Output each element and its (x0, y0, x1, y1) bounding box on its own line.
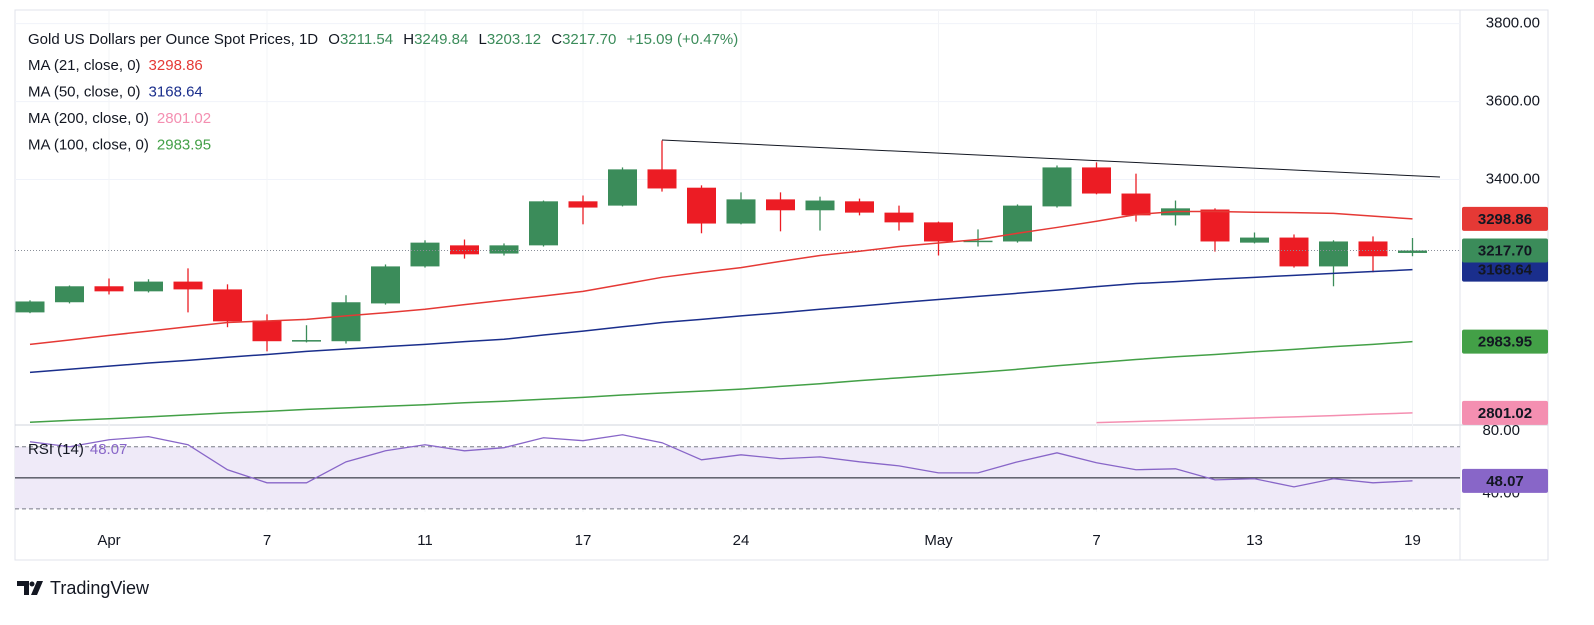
footer-brand: TradingView (50, 578, 150, 598)
ma-tag: 2801.02 (1478, 405, 1532, 422)
ma-line (1096, 412, 1413, 424)
chart-title: Gold US Dollars per Ounce Spot Prices, 1… (28, 31, 318, 48)
rsi-value: 48.07 (90, 441, 128, 458)
candle-body (292, 340, 321, 342)
candle-body (1279, 237, 1309, 267)
candle-body (1358, 241, 1388, 257)
close-value: 3217.70 (562, 31, 616, 48)
y-tick-label: 3400.00 (1486, 170, 1540, 187)
candle-body (884, 212, 914, 223)
candle-body (568, 201, 598, 208)
legend-value: 2983.95 (157, 136, 211, 153)
x-tick-label: 7 (1092, 532, 1100, 549)
ma-line (29, 268, 1413, 374)
ma-tag: 3168.64 (1478, 262, 1533, 279)
x-tick-label: Apr (97, 532, 120, 549)
rsi-name: RSI (14) (28, 441, 84, 458)
ma-tag-bg (1462, 206, 1548, 231)
candle-body (331, 302, 361, 342)
candle-body (529, 201, 558, 246)
high-value: 3249.84 (414, 31, 468, 48)
candle-body (647, 169, 677, 189)
legend-value: 3168.64 (149, 83, 203, 100)
candle-body (1398, 250, 1427, 253)
y-tick-label: 3800.00 (1486, 15, 1540, 32)
x-tick-label: 24 (733, 532, 750, 549)
logo-dot (29, 581, 35, 587)
legend-entry: MA (21, close, 0) 3298.86 (28, 57, 203, 74)
close-key: C (551, 31, 562, 48)
x-tick-label: 13 (1246, 532, 1263, 549)
rsi-line (29, 434, 1413, 488)
candle-body (1240, 237, 1269, 243)
low-value: 3203.12 (487, 31, 541, 48)
open-value: 3211.54 (340, 31, 393, 48)
candle-body (94, 286, 124, 292)
x-tick-label: 17 (575, 532, 592, 549)
candle-body (805, 200, 835, 211)
candle-body (963, 240, 993, 243)
candle-body (1319, 241, 1348, 267)
ma-tag-bg (1462, 329, 1548, 354)
ma-tag-bg (1462, 400, 1548, 425)
legend-value: 2801.02 (157, 110, 211, 127)
y-tick-label: 3600.00 (1486, 93, 1540, 110)
ma-tag-bg (1462, 257, 1548, 282)
candle-body (766, 199, 795, 211)
candle-body (173, 281, 203, 290)
price-tag: 3217.70 (1478, 243, 1532, 260)
high-key: H (403, 31, 414, 48)
price-tag-bg (1462, 238, 1548, 263)
candle-body (1121, 193, 1151, 216)
rsi-tag-bg (1462, 468, 1548, 493)
candle-body (134, 281, 163, 292)
ma-tag: 2983.95 (1478, 334, 1532, 351)
candle-body (608, 169, 637, 206)
rsi-tag: 48.07 (1486, 473, 1524, 490)
header: Gold US Dollars per Ounce Spot Prices, 1… (28, 31, 738, 48)
candle-body (687, 187, 716, 224)
low-key: L (479, 31, 487, 48)
candle-body (410, 242, 440, 267)
candle-body (1082, 167, 1111, 194)
candle-body (1042, 167, 1072, 207)
ma-line (29, 210, 1413, 346)
chart-frame (14, 9, 1549, 561)
logo-mark (17, 581, 43, 595)
candle-body (845, 201, 874, 213)
x-tick-label: 11 (417, 532, 433, 549)
legend-name: MA (21, close, 0) (28, 57, 141, 74)
legend-name: MA (50, close, 0) (28, 83, 141, 100)
x-tick-label: 19 (1404, 532, 1421, 549)
rsi-legend: RSI (14) 48.07 (28, 441, 127, 458)
candle-body (55, 286, 84, 303)
candle-body (726, 199, 756, 224)
change: +15.09 (+0.47%) (627, 31, 739, 48)
legend-name: MA (200, close, 0) (28, 110, 149, 127)
candle-body (371, 266, 400, 304)
candle-body (15, 301, 45, 313)
legend-entry: MA (200, close, 0) 2801.02 (28, 110, 211, 127)
candle-body (924, 222, 953, 242)
candle-body (489, 245, 519, 254)
x-tick-label: May (924, 532, 953, 549)
open-key: O (328, 31, 340, 48)
ma-tag: 3298.86 (1478, 211, 1532, 228)
x-tick-label: 7 (263, 532, 271, 549)
candle-body (252, 320, 282, 342)
legend-entry: MA (100, close, 0) 2983.95 (28, 136, 211, 153)
candle-body (1003, 205, 1032, 242)
legend-name: MA (100, close, 0) (28, 136, 149, 153)
trendline (661, 139, 1441, 178)
candle-body (1200, 209, 1230, 242)
logo (17, 581, 43, 595)
candle-body (213, 289, 242, 322)
candle-body (450, 245, 479, 255)
legend-value: 3298.86 (149, 57, 203, 74)
legend-entry: MA (50, close, 0) 3168.64 (28, 83, 203, 100)
ma-line (29, 340, 1413, 424)
rsi-tick-label: 80.00 (1482, 422, 1520, 439)
